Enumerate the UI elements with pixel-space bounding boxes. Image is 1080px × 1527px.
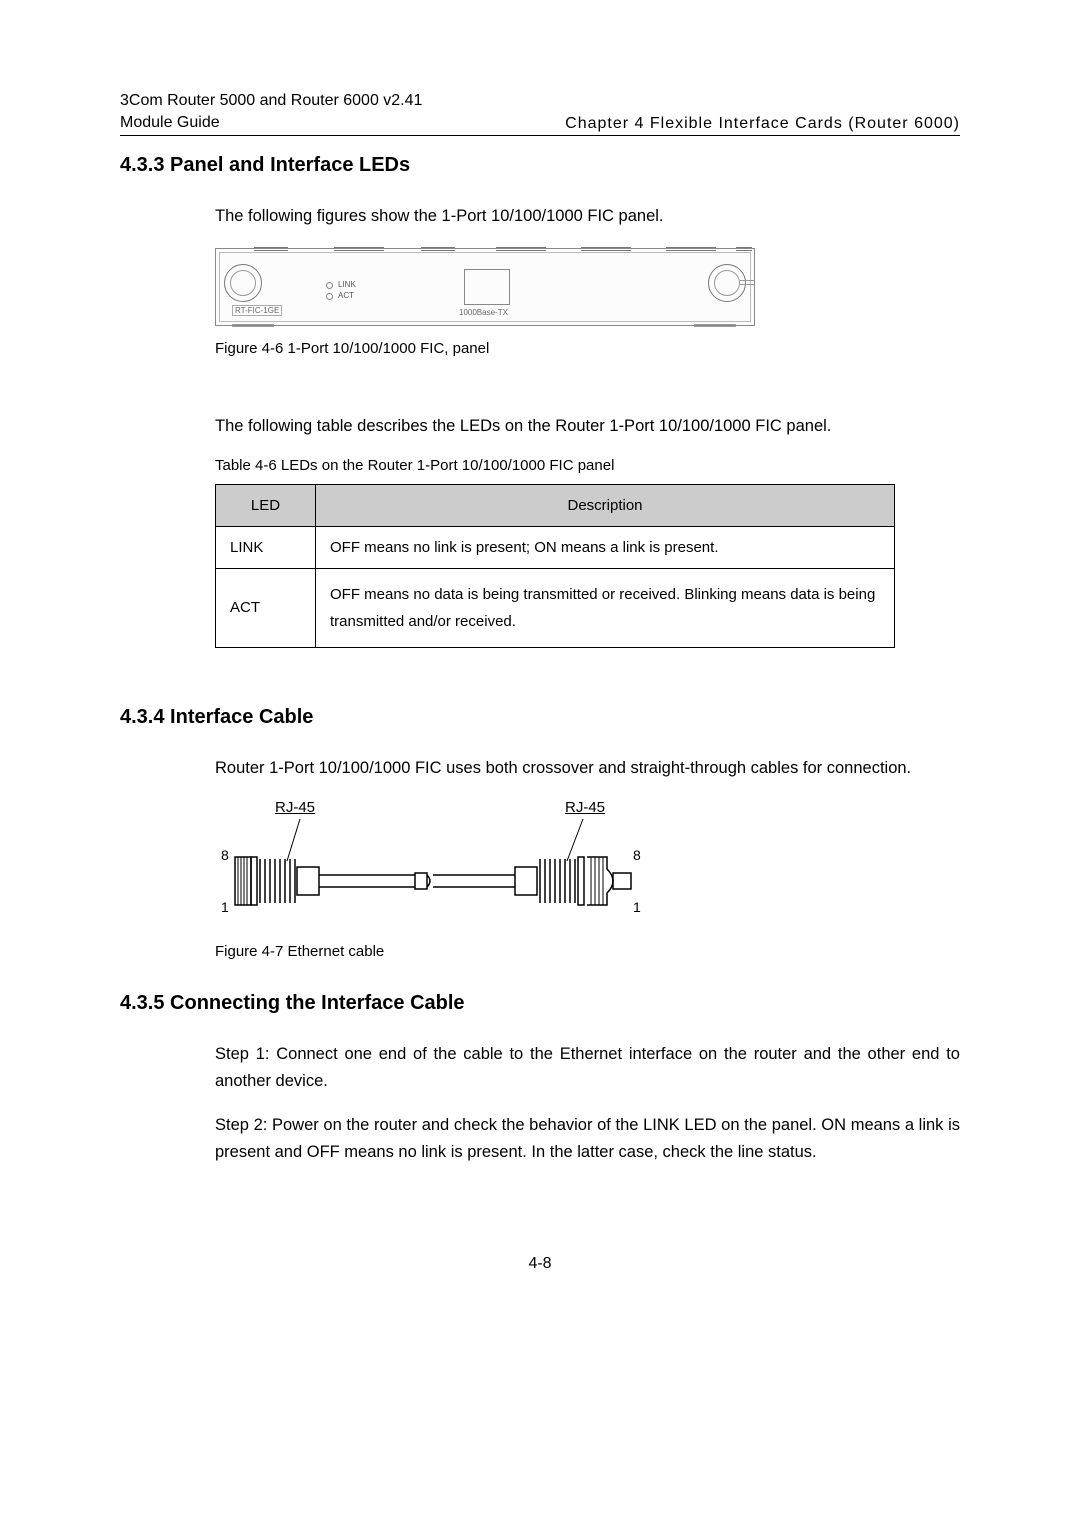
td-desc: OFF means no link is present; ON means a… [316,526,895,568]
table-4-6-caption: Table 4-6 LEDs on the Router 1-Port 10/1… [215,457,960,474]
th-description: Description [316,484,895,526]
ethernet-cable-figure: RJ-45 RJ-45 [215,799,645,929]
header-line2: Module Guide [120,112,422,134]
step2-text: Step 2: Power on the router and check th… [215,1112,960,1165]
model-caption: RT-FIC-1GE [232,305,282,316]
pin-1-right: 1 [633,899,641,915]
panel-ethernet-port [464,269,510,305]
cable-svg [215,799,645,929]
td-desc: OFF means no data is being transmitted o… [316,568,895,647]
header-product: 3Com Router 5000 and Router 6000 v2.41 M… [120,90,422,133]
section-435-heading: 4.3.5 Connecting the Interface Cable [120,992,960,1015]
pin-8-right: 8 [633,847,641,863]
section-433-intro: The following figures show the 1-Port 10… [215,203,960,229]
link-led-dot [326,282,333,289]
act-led-dot [326,293,333,300]
section-434-body: Router 1-Port 10/100/1000 FIC uses both … [215,755,960,781]
section-433-content: The following figures show the 1-Port 10… [215,203,960,648]
panel-tick [496,247,546,251]
panel-screw-left [224,264,262,302]
port-caption: 1000Base-TX [459,308,508,317]
led-table: LED Description LINK OFF means no link i… [215,484,895,648]
panel-tick [254,247,288,251]
pin-8-left: 8 [221,847,229,863]
fic-panel-figure: LINK ACT 1000Base-TX RT-FIC-1GE [215,248,755,326]
panel-bottom-tab [232,324,274,327]
panel-side-notch [740,280,754,285]
td-led: ACT [216,568,316,647]
table-row: LINK OFF means no link is present; ON me… [216,526,895,568]
panel-tick [421,247,455,251]
pin-1-left: 1 [221,899,229,915]
header-chapter: Chapter 4 Flexible Interface Cards (Rout… [565,115,960,133]
page-number: 4-8 [120,1255,960,1273]
table-row: ACT OFF means no data is being transmitt… [216,568,895,647]
table-header-row: LED Description [216,484,895,526]
link-led-label: LINK [338,280,356,289]
panel-tick [334,247,384,251]
section-435-content: Step 1: Connect one end of the cable to … [215,1041,960,1165]
panel-bottom-tab [694,324,736,327]
figure-4-6-caption: Figure 4-6 1-Port 10/100/1000 FIC, panel [215,340,960,357]
step1-text: Step 1: Connect one end of the cable to … [215,1041,960,1094]
th-led: LED [216,484,316,526]
panel-screw-inner [230,270,256,296]
page-header: 3Com Router 5000 and Router 6000 v2.41 M… [120,90,960,136]
act-led-label: ACT [338,291,354,300]
figure-4-7-caption: Figure 4-7 Ethernet cable [215,943,960,960]
section-434-heading: 4.3.4 Interface Cable [120,706,960,729]
table-intro: The following table describes the LEDs o… [215,413,960,439]
panel-tick [581,247,631,251]
section-434-content: Router 1-Port 10/100/1000 FIC uses both … [215,755,960,960]
td-led: LINK [216,526,316,568]
panel-tick [666,247,716,251]
panel-screw-inner [714,270,740,296]
header-line1: 3Com Router 5000 and Router 6000 v2.41 [120,90,422,112]
panel-tick [736,247,752,251]
section-433-heading: 4.3.3 Panel and Interface LEDs [120,154,960,177]
